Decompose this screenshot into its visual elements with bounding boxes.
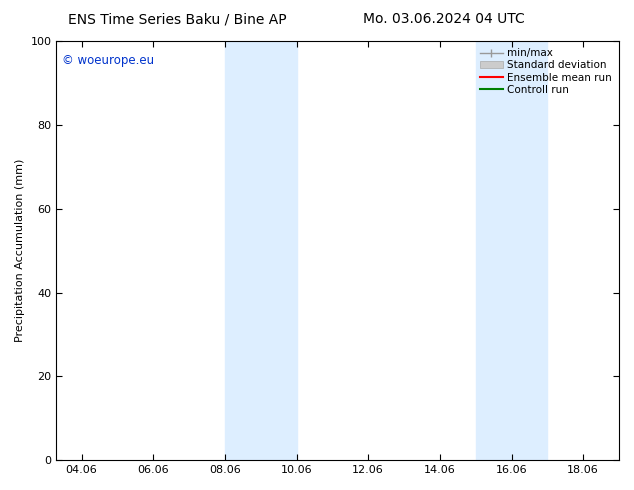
- Text: ENS Time Series Baku / Bine AP: ENS Time Series Baku / Bine AP: [68, 12, 287, 26]
- Bar: [225, 41, 297, 460]
- Text: Mo. 03.06.2024 04 UTC: Mo. 03.06.2024 04 UTC: [363, 12, 525, 26]
- Legend: min/max, Standard deviation, Ensemble mean run, Controll run: min/max, Standard deviation, Ensemble me…: [478, 46, 614, 97]
- Text: © woeurope.eu: © woeurope.eu: [62, 53, 154, 67]
- Y-axis label: Precipitation Accumulation (mm): Precipitation Accumulation (mm): [15, 159, 25, 343]
- Bar: [476, 41, 547, 460]
